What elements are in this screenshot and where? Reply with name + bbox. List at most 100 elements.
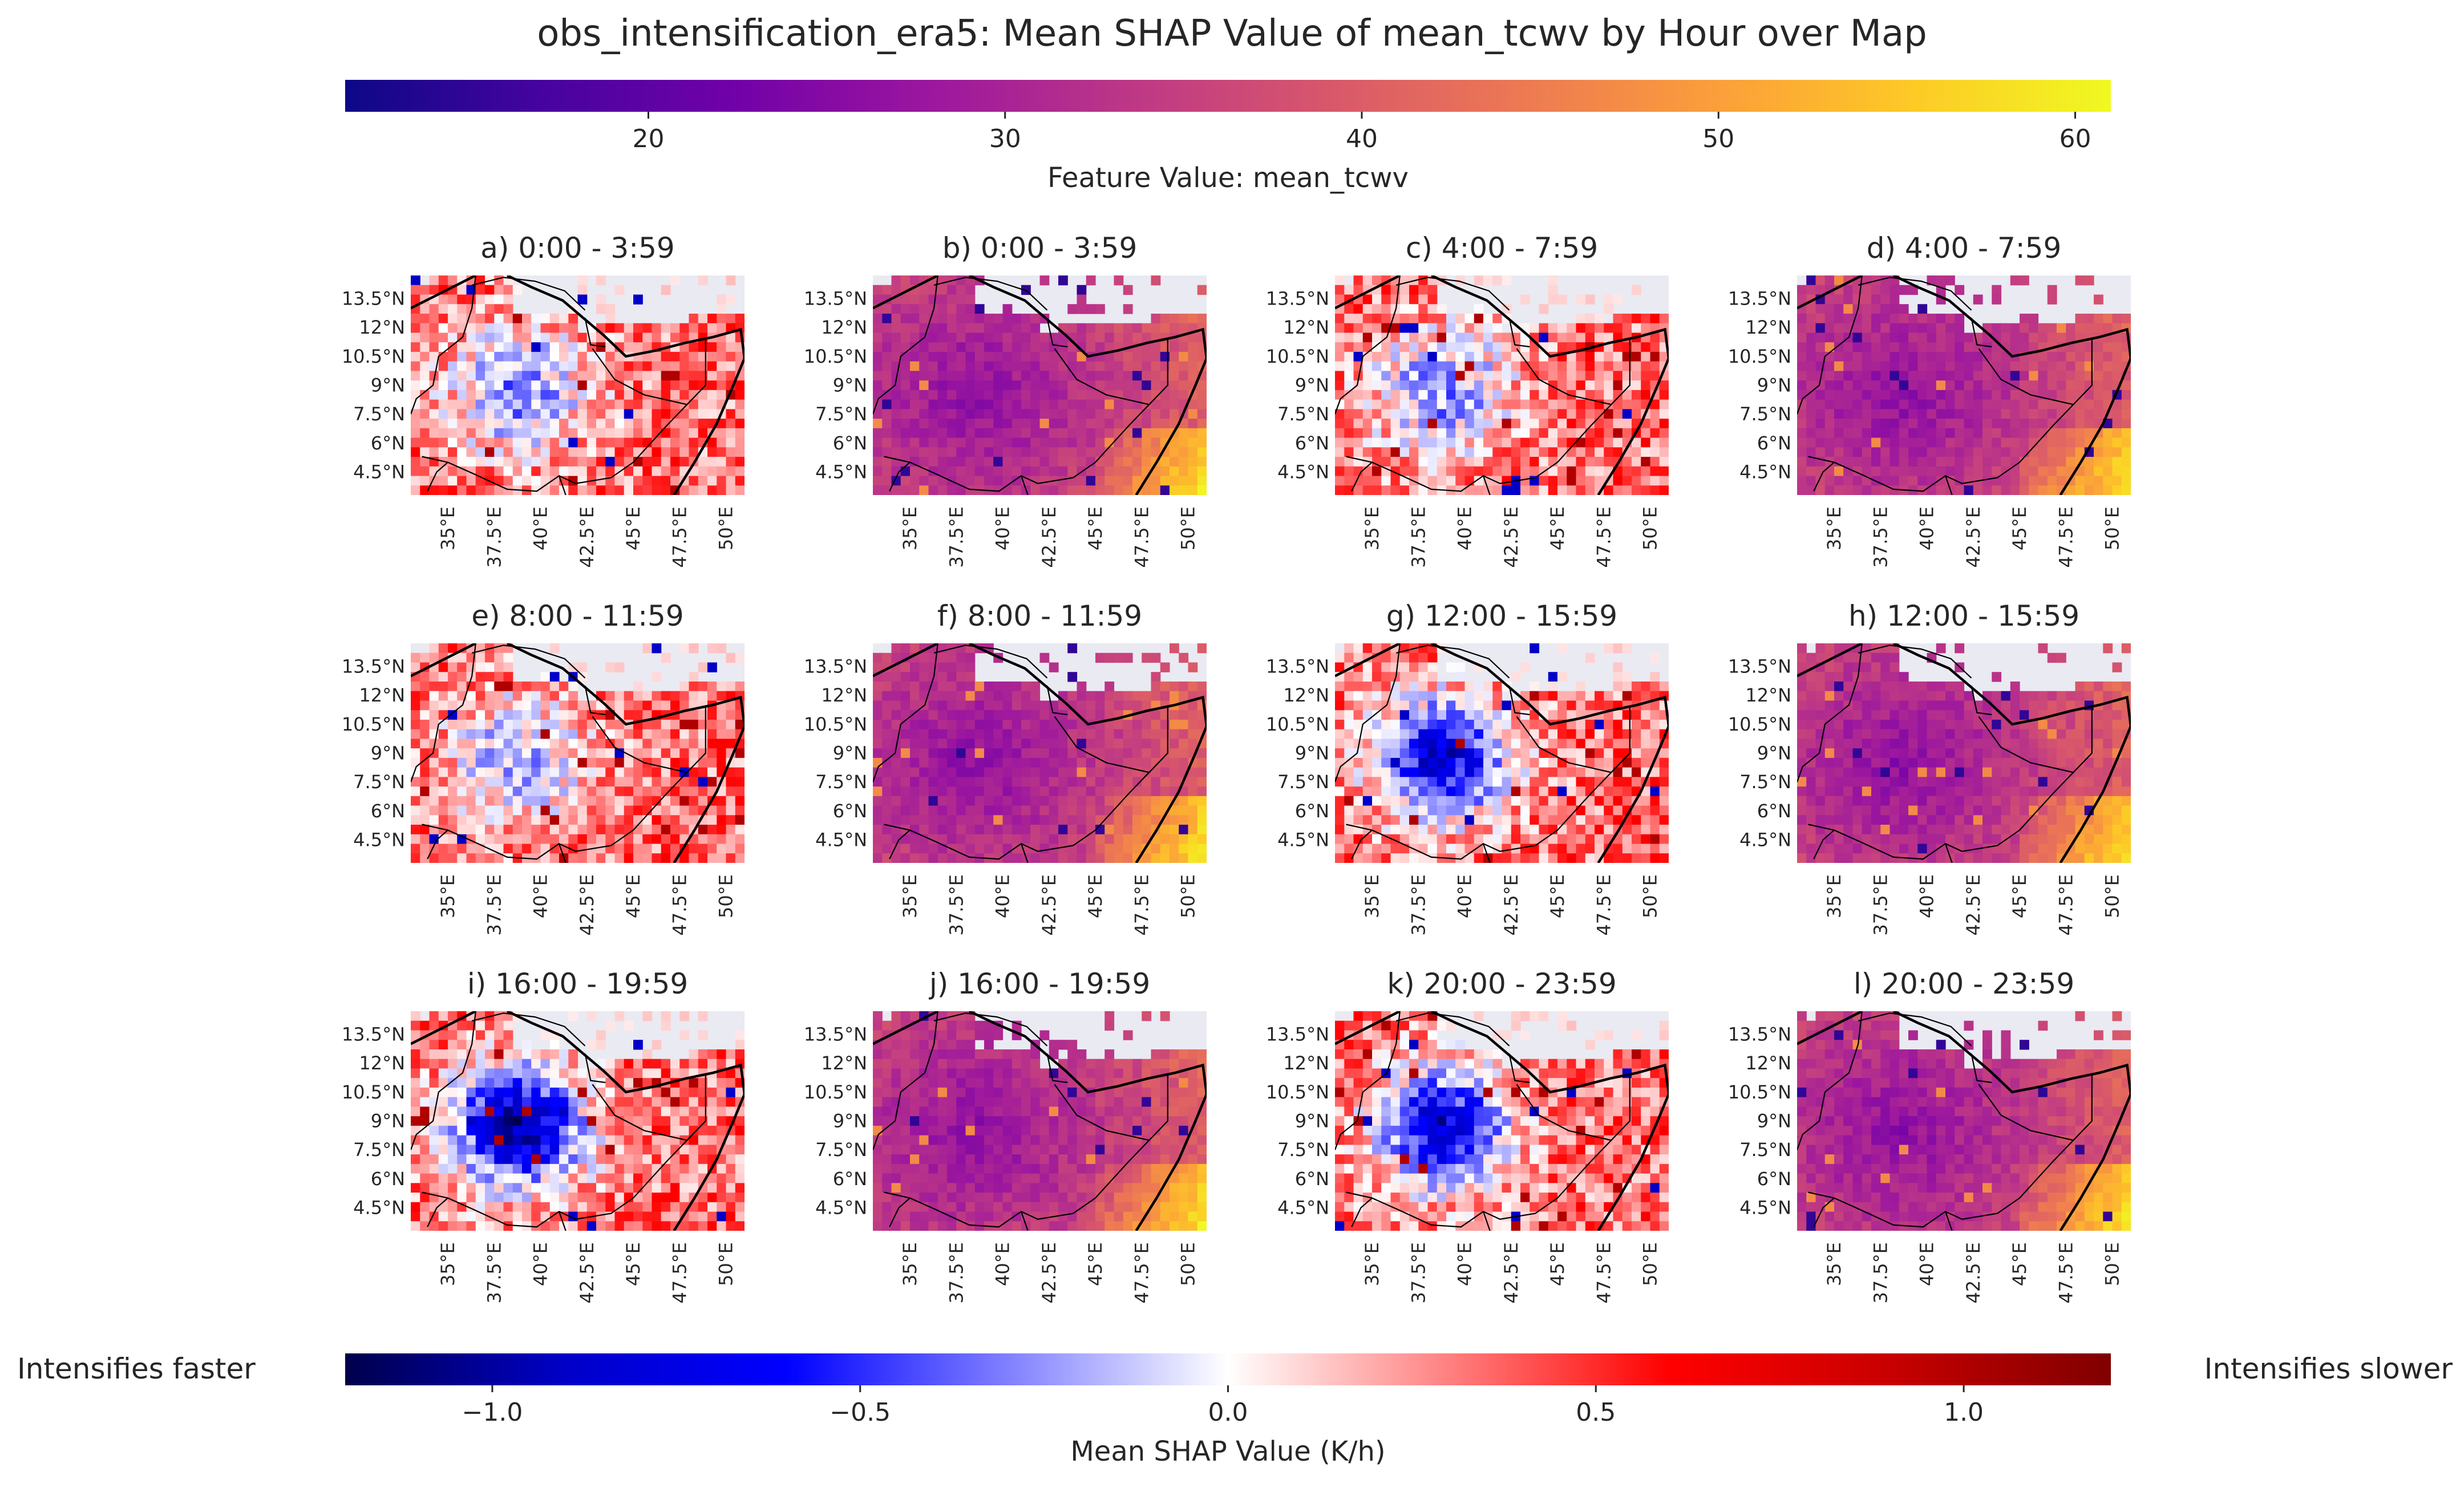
heatmap-cell — [873, 457, 883, 467]
heatmap-cell — [1188, 815, 1198, 825]
heatmap-cell — [1197, 457, 1207, 467]
heatmap-cell — [965, 380, 976, 391]
heatmap-cell — [1880, 428, 1891, 439]
heatmap-cell — [965, 285, 976, 295]
heatmap-cell — [596, 399, 606, 409]
heatmap-cell — [1502, 457, 1512, 467]
heatmap-cell — [1049, 748, 1059, 759]
heatmap-cell — [531, 757, 541, 768]
heatmap-cell — [1437, 351, 1447, 362]
heatmap-cell — [1362, 757, 1373, 768]
heatmap-cell — [1039, 719, 1050, 730]
heatmap-cell — [882, 652, 892, 663]
heatmap-cell — [2112, 437, 2122, 448]
heatmap-cell — [1797, 361, 1807, 371]
heatmap-cell — [438, 323, 448, 334]
heatmap-cell — [1160, 361, 1170, 371]
heatmap-cell — [1483, 380, 1493, 391]
heatmap-cell — [1067, 834, 1078, 845]
heatmap-cell — [568, 729, 578, 739]
heatmap-cell — [1437, 361, 1447, 371]
heatmap-cell — [1871, 351, 1881, 362]
heatmap-cell — [540, 476, 551, 486]
heatmap-cell — [1160, 777, 1170, 787]
heatmap-cell — [1012, 777, 1022, 787]
heatmap-cell — [947, 748, 957, 759]
heatmap-cell — [1982, 485, 1992, 495]
heatmap-cell — [1824, 313, 1835, 324]
heatmap-cell — [1613, 447, 1623, 457]
heatmap-cell — [993, 390, 1004, 400]
heatmap-cell — [1585, 390, 1595, 400]
heatmap-cell — [466, 342, 476, 352]
heatmap-cell — [726, 313, 736, 324]
heatmap-cell — [1585, 380, 1595, 391]
heatmap-cell — [2010, 390, 2020, 400]
heatmap-cell — [1899, 361, 1909, 371]
heatmap-cell — [549, 313, 560, 324]
heatmap-cell — [1095, 652, 1105, 663]
map-panel: f) 8:00 - 11:59 13.5°N 12°N 10.5°N 9°N 7.5°N 6… — [779, 599, 1247, 952]
heatmap-cell — [485, 313, 495, 324]
heatmap-cell — [1659, 390, 1669, 400]
heatmap-cell — [2029, 428, 2039, 439]
heatmap-cell — [1880, 294, 1891, 305]
heatmap-cell — [1123, 786, 1133, 797]
heatmap-cell — [531, 834, 541, 845]
heatmap-cell — [1372, 323, 1382, 334]
heatmap-cell — [1557, 419, 1567, 429]
heatmap-cell — [1049, 719, 1059, 730]
heatmap-cell — [947, 729, 957, 739]
country-border — [1971, 318, 1992, 348]
heatmap-cell — [568, 757, 578, 768]
heatmap-cell — [670, 825, 680, 835]
heatmap-cell — [1049, 757, 1059, 768]
heatmap-cell — [1114, 399, 1124, 409]
heatmap-cell — [1104, 691, 1115, 702]
heatmap-cell — [540, 409, 551, 419]
heatmap-cell — [956, 457, 966, 467]
heatmap-cell — [577, 700, 588, 711]
heatmap-cell — [1418, 275, 1429, 286]
heatmap-cell — [984, 428, 994, 439]
heatmap-cell — [1492, 380, 1503, 391]
heatmap-cell — [475, 361, 485, 371]
heatmap-cell — [2029, 437, 2039, 448]
heatmap-cell — [1002, 700, 1013, 711]
heatmap-cell — [1585, 323, 1595, 334]
heatmap-cell — [1151, 447, 1161, 457]
heatmap-cell — [586, 739, 597, 749]
heatmap-cell — [540, 380, 551, 391]
heatmap-cell — [1474, 361, 1484, 371]
heatmap-cell — [1824, 485, 1835, 495]
heatmap-cell — [1917, 485, 1928, 495]
heatmap-cell — [1632, 447, 1641, 457]
heatmap-cell — [1917, 409, 1928, 419]
heatmap-cell — [1945, 351, 1955, 362]
heatmap-cell — [717, 825, 727, 835]
heatmap-cell — [965, 757, 976, 768]
heatmap-cell — [577, 294, 588, 305]
heatmap-cell — [475, 796, 485, 806]
heatmap-cell — [1095, 437, 1105, 448]
heatmap-cell — [549, 777, 560, 787]
heatmap-cell — [1992, 409, 2002, 419]
heatmap-cell — [947, 834, 957, 845]
heatmap-cell — [466, 399, 476, 409]
heatmap-cell — [652, 399, 662, 409]
heatmap-cell — [531, 748, 541, 759]
heatmap-cell — [1502, 739, 1512, 749]
heatmap-cell — [965, 672, 976, 682]
heatmap-cell — [1353, 748, 1364, 759]
heatmap-cell — [568, 313, 578, 324]
heatmap-cell — [411, 786, 420, 797]
heatmap-cell — [1936, 351, 1946, 362]
heatmap-cell — [1381, 681, 1391, 692]
heatmap-cell — [596, 457, 606, 467]
heatmap-cell — [1797, 371, 1807, 381]
heatmap-cell — [1418, 457, 1429, 467]
heatmap-cell — [707, 371, 717, 381]
heatmap-cell — [928, 294, 938, 305]
heatmap-cells — [1335, 643, 1669, 863]
heatmap-cell — [1362, 767, 1373, 777]
